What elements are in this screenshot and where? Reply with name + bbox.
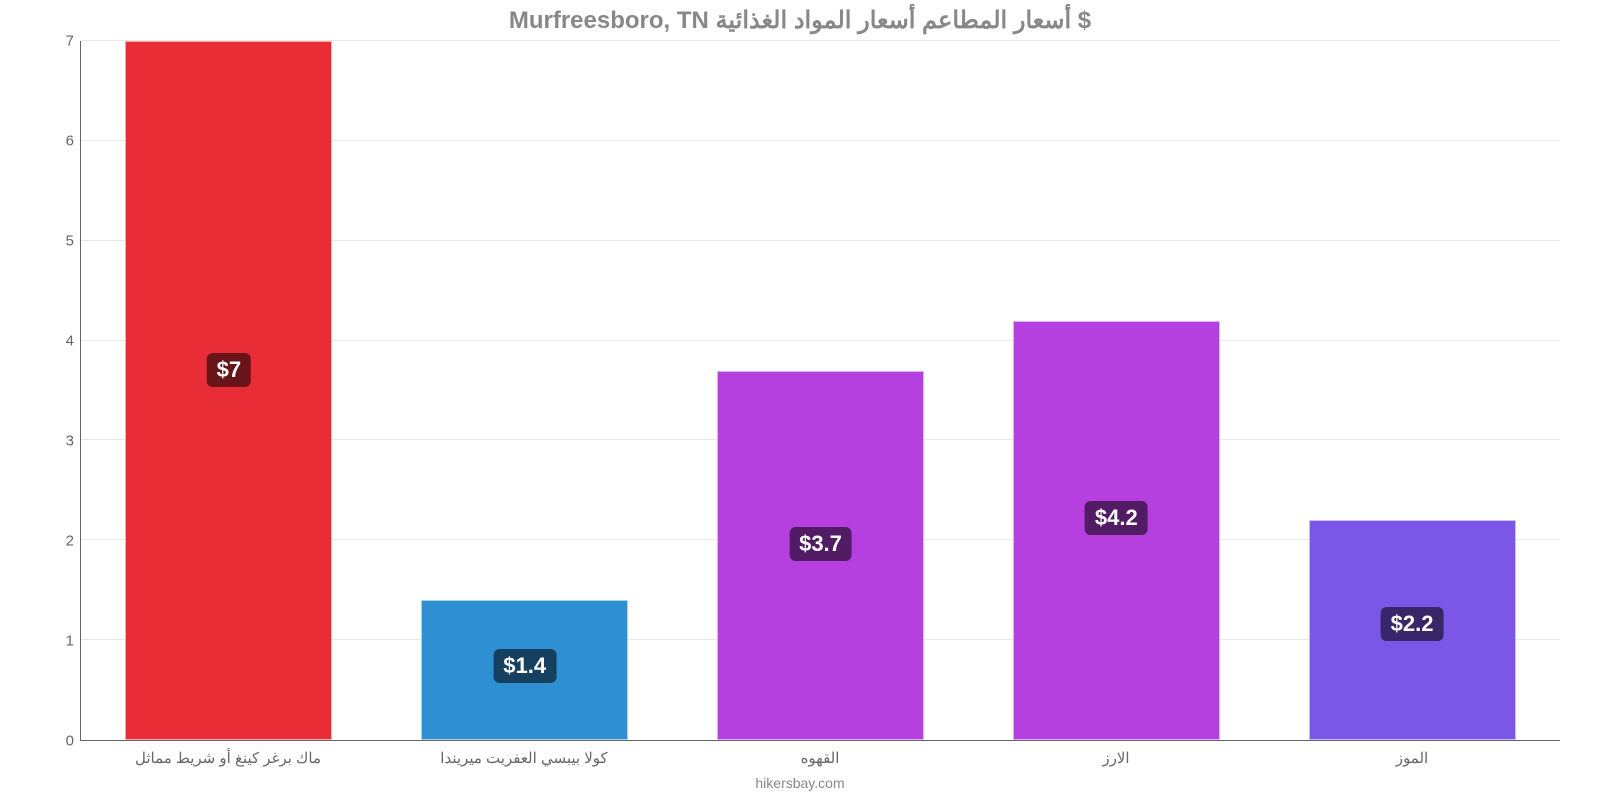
bar-value-label: $4.2 (1085, 501, 1148, 535)
x-tick-label: القهوه (801, 749, 840, 767)
y-tick: 2 (66, 533, 74, 550)
y-tick: 0 (66, 733, 74, 750)
plot-area: $7 $1.4 $3.7 $4.2 $2.2 (80, 41, 1560, 741)
y-tick: 3 (66, 433, 74, 450)
y-tick: 7 (66, 33, 74, 50)
bar (125, 41, 332, 740)
y-tick: 4 (66, 333, 74, 350)
y-tick: 1 (66, 633, 74, 650)
bar-value-label: $1.4 (493, 649, 556, 683)
y-axis: 01234567 (40, 41, 80, 741)
chart-source: hikersbay.com (755, 775, 844, 791)
chart-area: 01234567 $7$1.4$3.7$4.2$2.2 (40, 41, 1560, 741)
bar-value-label: $3.7 (789, 527, 852, 561)
x-tick-label: ماك برغر كينغ أو شريط مماثل (135, 749, 321, 767)
bar-value-label: $7 (207, 353, 251, 387)
chart-title: Murfreesboro, TN أسعار المطاعم أسعار الم… (509, 6, 1091, 35)
x-axis-labels: ماك برغر كينغ أو شريط مماثل كولا بيبسي ال… (80, 741, 1560, 771)
x-tick-label: الارز (1102, 749, 1129, 767)
y-tick: 5 (66, 233, 74, 250)
bar-value-label: $2.2 (1381, 607, 1444, 641)
x-tick-label: كولا بيبسي العفريت ميريندا (440, 749, 607, 767)
y-tick: 6 (66, 133, 74, 150)
x-tick-label: الموز (1396, 749, 1428, 767)
